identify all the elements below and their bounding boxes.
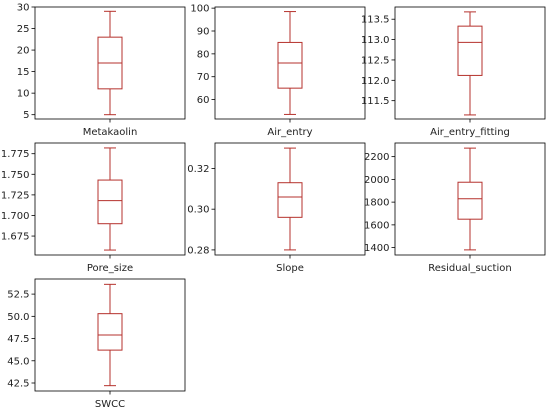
y-tick-label: 113.0	[361, 35, 390, 46]
y-tick-label: 1.700	[1, 211, 30, 222]
y-tick-label: 50.0	[7, 312, 29, 323]
y-tick-label: 0.28	[187, 245, 209, 256]
x-tick-label: Air_entry_fitting	[430, 127, 510, 138]
iqr-box	[457, 25, 483, 76]
y-tick-label: 60	[197, 95, 210, 106]
y-tick-label: 1.675	[1, 232, 30, 243]
panel-air-entry: 60 70 80 90 100 Air_entry	[190, 4, 366, 138]
panel-pore-size: 1.675 1.700 1.725 1.750 1.775 Pore_size	[1, 142, 186, 274]
x-tick-label: Slope	[276, 263, 304, 274]
y-tick-label: 25	[17, 24, 30, 35]
y-tick-label: 30	[17, 3, 30, 14]
y-tick-label: 47.5	[7, 334, 29, 345]
y-tick-label: 70	[197, 72, 210, 83]
y-tick-label: 113.5	[361, 15, 390, 26]
y-tick-label: 1400	[364, 243, 389, 254]
x-tick-label: Pore_size	[87, 263, 133, 274]
y-tick-label: 1.775	[1, 149, 30, 160]
iqr-box	[97, 179, 123, 225]
panel-swcc: 42.5 45.0 47.5 50.0 52.5 SWCC	[7, 278, 186, 410]
panel-slope: 0.28 0.30 0.32 Slope	[187, 142, 366, 274]
x-tick-label: Metakaolin	[83, 127, 138, 138]
x-tick-label: Residual_suction	[428, 263, 511, 274]
y-tick-label: 1.750	[1, 170, 30, 181]
x-tick-label: SWCC	[95, 399, 125, 410]
y-tick-label: 52.5	[7, 290, 29, 301]
y-tick-label: 80	[197, 49, 210, 60]
iqr-box	[277, 182, 303, 218]
iqr-box	[457, 181, 483, 220]
y-tick-label: 5	[23, 110, 29, 121]
y-tick-label: 1600	[364, 220, 389, 231]
iqr-box	[277, 41, 303, 89]
y-tick-label: 112.0	[361, 76, 390, 87]
y-tick-label: 0.30	[187, 205, 209, 216]
y-tick-label: 111.5	[361, 96, 390, 107]
y-tick-label: 100	[190, 4, 209, 15]
y-tick-label: 2000	[364, 175, 389, 186]
y-tick-label: 0.32	[187, 164, 209, 175]
panel-residual-suction: 1400 1600 1800 2000 2200 Residual_suction	[364, 142, 546, 274]
iqr-box	[97, 313, 123, 351]
y-tick-label: 15	[17, 67, 30, 78]
y-tick-label: 10	[17, 89, 30, 100]
y-tick-label: 2200	[364, 152, 389, 163]
panel-metakaolin: 5 10 15 20 25 30 Metakaolin	[17, 3, 186, 138]
y-tick-label: 1.725	[1, 190, 30, 201]
y-tick-label: 112.5	[361, 55, 390, 66]
y-tick-label: 90	[197, 27, 210, 38]
y-tick-label: 20	[17, 46, 30, 57]
y-tick-label: 42.5	[7, 379, 29, 390]
y-tick-label: 1800	[364, 198, 389, 209]
y-tick-label: 45.0	[7, 356, 29, 367]
x-tick-label: Air_entry	[267, 127, 312, 138]
panel-air-entry-fitting: 111.5 112.0 112.5 113.0 113.5 Air_entry_fitti…	[361, 6, 546, 138]
